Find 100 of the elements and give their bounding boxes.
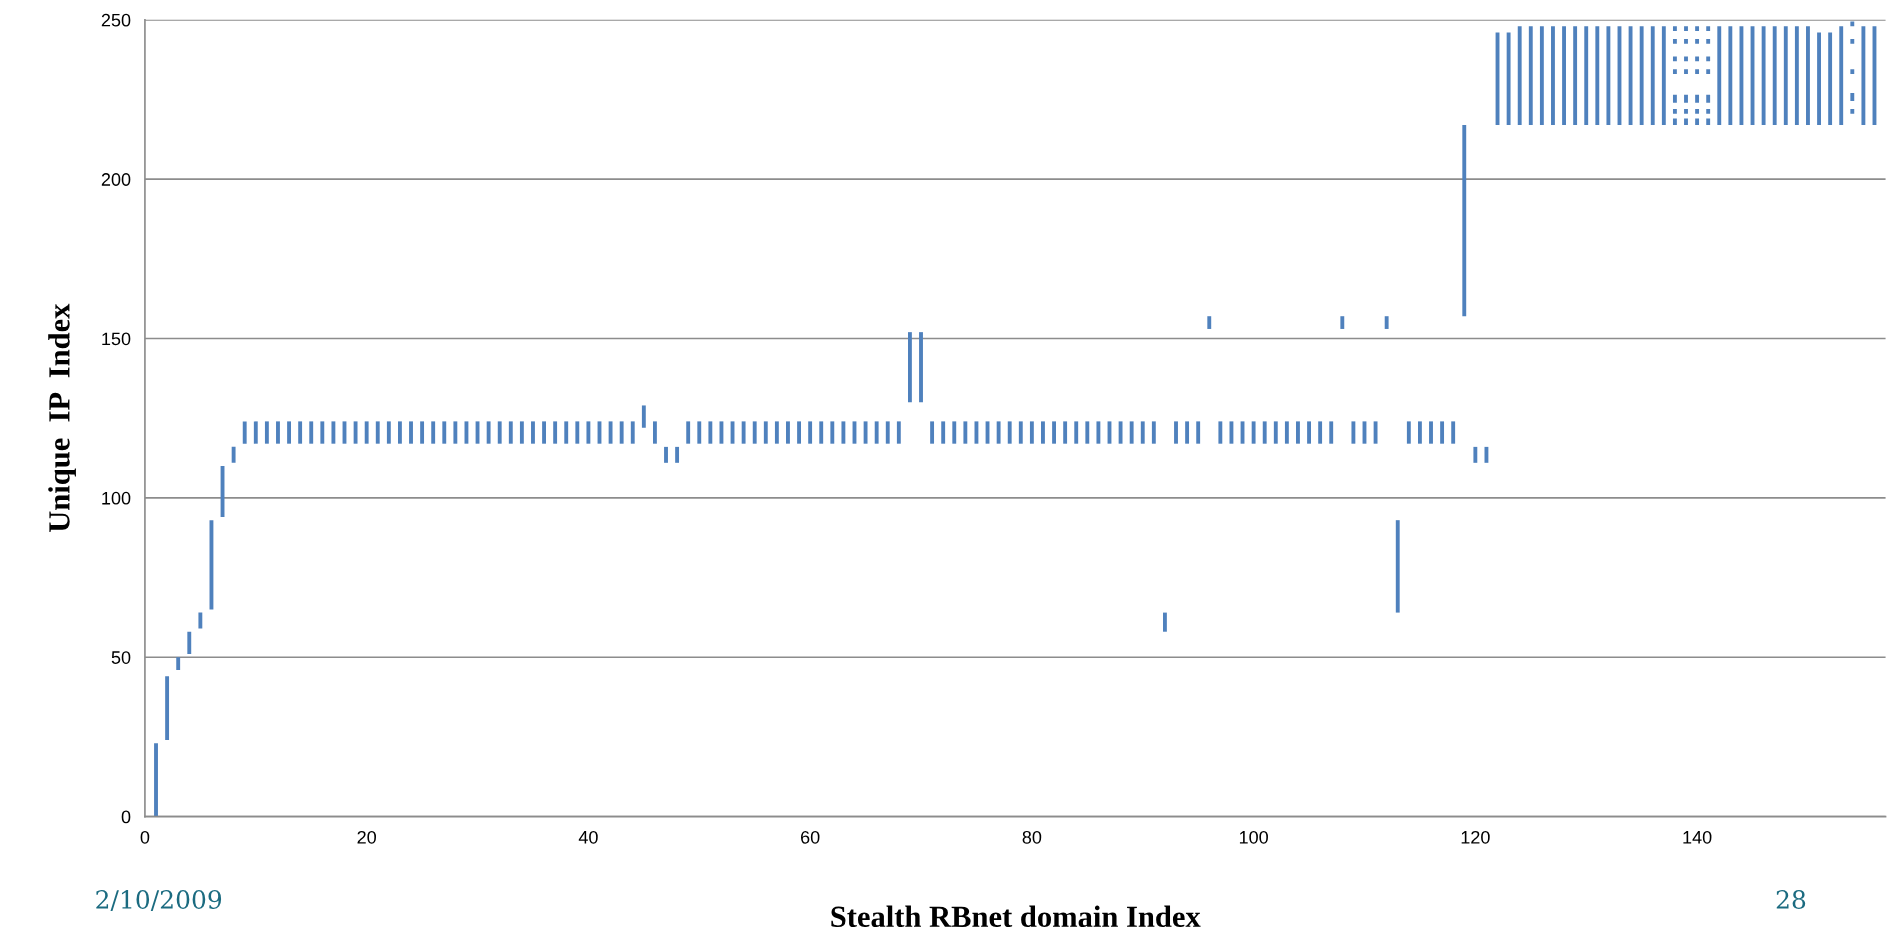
bar xyxy=(420,421,425,444)
bar xyxy=(1395,520,1400,613)
bar xyxy=(1684,109,1688,114)
bar xyxy=(1196,421,1201,444)
bar xyxy=(176,657,181,670)
bar xyxy=(1639,26,1644,125)
bar xyxy=(586,421,591,444)
bar xyxy=(154,743,158,817)
bar xyxy=(1650,26,1655,125)
y-tick-label: 150 xyxy=(102,332,131,346)
bar xyxy=(1739,26,1744,125)
bar xyxy=(1695,26,1700,31)
bar xyxy=(1672,94,1677,103)
bar xyxy=(353,421,358,444)
bar xyxy=(1517,26,1522,125)
bar xyxy=(1672,109,1677,114)
bar xyxy=(1695,118,1700,125)
bar xyxy=(619,421,624,444)
bar xyxy=(198,612,203,629)
bar xyxy=(1806,26,1810,125)
bar xyxy=(752,421,757,444)
bar xyxy=(1074,421,1079,444)
bar xyxy=(1706,94,1711,103)
bar xyxy=(298,421,303,444)
bar xyxy=(364,421,369,444)
bar xyxy=(1251,421,1256,444)
bar xyxy=(1861,26,1866,125)
x-axis-title: Stealth RBnet domain Index xyxy=(831,905,1201,928)
bar xyxy=(1296,421,1300,444)
bar xyxy=(664,446,668,463)
bar xyxy=(1606,26,1611,125)
bar xyxy=(1539,26,1544,125)
bar xyxy=(431,421,436,444)
bar xyxy=(264,421,269,444)
bar xyxy=(1307,421,1311,444)
bar xyxy=(1672,56,1677,62)
x-tick-label: 20 xyxy=(357,830,376,844)
bar xyxy=(808,421,813,444)
bar xyxy=(1373,421,1378,444)
x-tick-label: 140 xyxy=(1683,830,1712,844)
bar xyxy=(553,421,558,444)
bar xyxy=(1672,69,1677,74)
bar xyxy=(1684,69,1688,74)
bar xyxy=(1695,38,1700,44)
bar xyxy=(1329,421,1334,444)
bar xyxy=(1218,421,1223,444)
bar xyxy=(1850,38,1855,44)
bar xyxy=(409,421,413,444)
text: 28 xyxy=(1776,890,1806,909)
bar xyxy=(1684,26,1688,31)
bar xyxy=(542,421,546,444)
bar xyxy=(763,421,768,444)
bar xyxy=(830,421,835,444)
bar xyxy=(1063,421,1068,444)
bar xyxy=(1174,421,1178,444)
bar xyxy=(1706,56,1711,62)
bar xyxy=(1118,421,1123,444)
bar xyxy=(1318,421,1323,444)
bar xyxy=(564,421,569,444)
bar xyxy=(1661,26,1666,125)
bar xyxy=(697,421,702,444)
bar xyxy=(1595,26,1600,125)
bar xyxy=(1850,21,1855,27)
bar xyxy=(1672,38,1677,44)
x-tick-label: 60 xyxy=(801,830,820,844)
bar xyxy=(1462,124,1467,317)
bar xyxy=(919,332,923,403)
bar xyxy=(1129,421,1134,444)
y-tick-label: 100 xyxy=(102,491,131,505)
bar xyxy=(1695,69,1700,74)
bar xyxy=(1672,118,1677,125)
text: 2/10/2009 xyxy=(96,890,222,911)
bar xyxy=(1041,421,1045,444)
bar xyxy=(1706,69,1711,74)
bar xyxy=(1706,26,1711,31)
y-tick-label: 0 xyxy=(121,810,131,824)
bar xyxy=(1528,26,1533,125)
bar xyxy=(1052,421,1056,444)
bar xyxy=(797,421,801,444)
bar xyxy=(1029,421,1034,444)
x-tick-label: 40 xyxy=(578,830,598,844)
bar xyxy=(497,421,502,444)
bar xyxy=(874,421,879,444)
bar xyxy=(1340,316,1345,329)
bar xyxy=(652,421,657,444)
bar xyxy=(397,421,402,444)
bar xyxy=(442,421,447,444)
bar xyxy=(1417,421,1422,444)
bar xyxy=(1794,26,1799,125)
bar xyxy=(1695,56,1700,62)
y-axis-title: Unique IP Index xyxy=(48,303,76,533)
bar xyxy=(641,405,646,428)
bar xyxy=(519,421,524,444)
bar xyxy=(1562,26,1566,125)
bar xyxy=(320,421,325,444)
bar xyxy=(996,421,1001,444)
bar xyxy=(1695,109,1700,114)
bar xyxy=(1695,94,1700,103)
bar xyxy=(1684,38,1688,44)
bar xyxy=(1473,446,1478,463)
